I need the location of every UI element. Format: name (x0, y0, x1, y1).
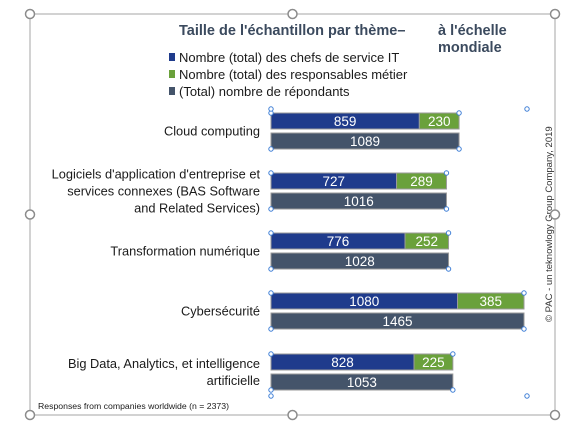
data-label-total: 1016 (344, 194, 374, 209)
bar-anchor-handle[interactable] (268, 387, 274, 393)
data-label-business: 225 (422, 355, 445, 370)
category-label: Logiciels d'application d'entreprise et (52, 167, 261, 182)
data-label-business: 385 (479, 294, 502, 309)
data-label-total: 1028 (345, 254, 375, 269)
resize-handle[interactable] (24, 409, 36, 421)
plot-anchor-handle[interactable] (524, 393, 530, 399)
bar-total (270, 373, 454, 391)
bar-anchor-handle[interactable] (521, 290, 527, 296)
bar-anchor-handle[interactable] (268, 351, 274, 357)
data-label-total: 1053 (347, 375, 377, 390)
resize-handle[interactable] (549, 8, 561, 20)
resize-handle[interactable] (287, 8, 298, 20)
plot-anchor-handle[interactable] (268, 393, 274, 399)
bar-anchor-handle[interactable] (443, 206, 450, 212)
category-label: services connexes (BAS Software (67, 184, 260, 199)
bar-business (396, 172, 447, 190)
bar-anchor-handle[interactable] (450, 387, 456, 393)
bar-business (404, 232, 450, 250)
bar-total (270, 192, 447, 210)
bar-business (457, 292, 525, 310)
bar-anchor-handle[interactable] (443, 170, 450, 176)
bar-total (270, 252, 450, 270)
data-label-total: 1089 (350, 134, 380, 149)
resize-handle[interactable] (549, 409, 561, 421)
category-labels: Cloud computing Logiciels d'application d… (52, 124, 261, 389)
resize-handle[interactable] (24, 209, 36, 220)
bar-anchor-handle[interactable] (268, 146, 274, 152)
data-label-total: 1465 (382, 314, 412, 329)
bar-anchor-handle[interactable] (450, 351, 456, 357)
legend-label-bus: Nombre (total) des responsables métier (179, 67, 408, 82)
data-label-business: 252 (416, 234, 439, 249)
category-label: Cloud computing (164, 124, 260, 139)
data-label-it: 727 (323, 174, 346, 189)
category-label: Big Data, Analytics, et intelligence (68, 356, 260, 371)
category-label: Transformation numérique (110, 244, 260, 259)
legend-label-tot: (Total) nombre de répondants (179, 84, 350, 99)
legend-swatch-it (169, 53, 175, 61)
category-label: Cybersécurité (181, 304, 260, 319)
category-label: and Related Services) (134, 201, 260, 216)
data-label-it: 1080 (349, 294, 379, 309)
bar-business (418, 112, 460, 130)
bar-anchor-handle[interactable] (268, 290, 274, 296)
resize-handles (24, 8, 561, 421)
bar-anchor-handle[interactable] (268, 206, 274, 212)
bar-business (413, 353, 454, 371)
copyright-notice: © PAC - un teknowlogy Group Company, 201… (544, 126, 555, 322)
resize-handle[interactable] (24, 8, 36, 20)
data-label-it: 859 (334, 114, 357, 129)
bar-total (270, 312, 525, 330)
chart-title-line1: Taille de l'échantillon par thème– (179, 23, 405, 39)
data-label-it: 776 (327, 234, 350, 249)
bar-anchor-handle[interactable] (268, 326, 274, 332)
resize-handle[interactable] (287, 409, 298, 421)
bar-anchor-handle[interactable] (521, 326, 527, 332)
bar-total (270, 132, 460, 150)
data-label-business: 289 (410, 174, 433, 189)
data-label-it: 828 (331, 355, 354, 370)
legend-label-it: Nombre (total) des chefs de service IT (179, 50, 399, 65)
bar-anchor-handle[interactable] (268, 266, 274, 272)
footnote: Responses from companies worldwide (n = … (38, 401, 229, 411)
bar-anchor-handle[interactable] (456, 110, 462, 116)
bar-anchor-handle[interactable] (456, 146, 462, 152)
plot-anchor-handle[interactable] (524, 106, 530, 112)
legend: Nombre (total) des chefs de service IT No… (169, 50, 408, 99)
bars: 859 230 1089 727 289 1016 776 252 1028 1080 385 146… (270, 112, 525, 391)
legend-swatch-bus (169, 70, 175, 78)
bar-anchor-handle[interactable] (445, 230, 452, 236)
legend-swatch-tot (169, 87, 175, 95)
category-label: artificielle (207, 373, 260, 388)
bar-anchor-handle[interactable] (268, 170, 274, 176)
data-label-business: 230 (428, 114, 451, 129)
bar-anchor-handle[interactable] (268, 230, 274, 236)
chart-title-line2b: mondiale (438, 40, 502, 56)
bar-anchor-handle[interactable] (445, 266, 452, 272)
plot-anchor-handle[interactable] (268, 106, 274, 112)
chart-title-line2a: à l'échelle (438, 23, 507, 39)
resize-handle[interactable] (549, 209, 561, 220)
